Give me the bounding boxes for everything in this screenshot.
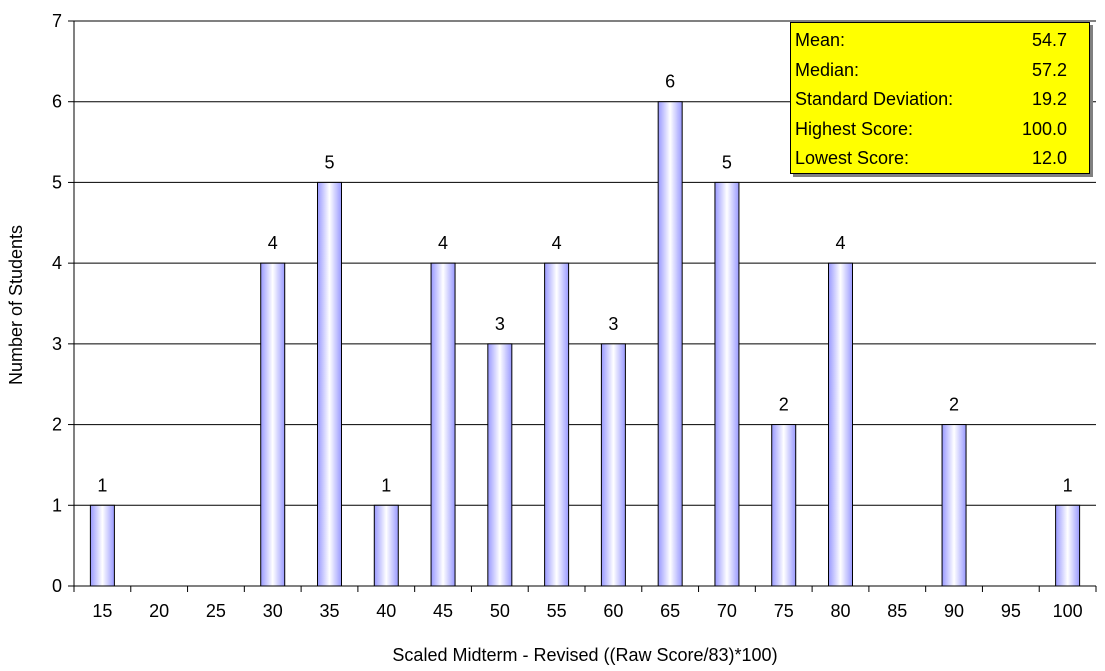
stat-value: 54.7 (1031, 30, 1067, 50)
stat-value: 19.2 (1031, 89, 1067, 109)
data-label: 2 (949, 395, 959, 415)
x-axis-title: Scaled Midterm - Revised ((Raw Score/83)… (392, 645, 777, 665)
stat-row-median: Median: 57.2 (795, 56, 1085, 86)
stat-value: 12.0 (1031, 148, 1067, 168)
y-tick-label: 7 (52, 11, 62, 31)
bar (714, 181, 740, 587)
bar (828, 262, 853, 587)
bar (373, 504, 399, 587)
statistics-box: Mean: 54.7 Median: 57.2 Standard Deviati… (790, 22, 1090, 174)
y-tick-label: 6 (52, 92, 62, 112)
x-tick-label: 25 (206, 601, 226, 621)
x-tick-label: 60 (603, 601, 623, 621)
y-tick-label: 2 (52, 415, 62, 435)
x-tick-label: 35 (319, 601, 339, 621)
data-label: 4 (835, 233, 845, 253)
stat-value: 100.0 (1021, 118, 1067, 139)
data-label: 5 (324, 152, 334, 172)
bar (600, 343, 626, 587)
stat-row-std-dev: Standard Deviation: 19.2 (795, 85, 1085, 115)
x-tick-label: 70 (717, 601, 737, 621)
data-label: 4 (552, 233, 562, 253)
data-label: 4 (268, 233, 278, 253)
bar (487, 343, 513, 587)
stat-row-lowest: Lowest Score: 12.0 (795, 144, 1085, 174)
y-axis-title: Number of Students (6, 225, 26, 385)
y-tick-label: 4 (52, 253, 62, 273)
bar (1055, 504, 1081, 587)
x-tick-label: 80 (830, 601, 850, 621)
x-tick-label: 20 (149, 601, 169, 621)
stat-row-mean: Mean: 54.7 (795, 26, 1085, 56)
x-tick-label: 15 (92, 601, 112, 621)
data-label: 3 (495, 314, 505, 334)
data-label: 1 (381, 475, 391, 495)
y-tick-label: 0 (52, 576, 62, 596)
data-label: 2 (779, 395, 789, 415)
bar (657, 101, 683, 587)
x-tick-label: 75 (774, 601, 794, 621)
data-label: 4 (438, 233, 448, 253)
data-label: 5 (722, 152, 732, 172)
bar (771, 424, 797, 587)
stat-label: Mean: (795, 30, 846, 50)
y-tick-label: 1 (52, 495, 62, 515)
x-tick-label: 40 (376, 601, 396, 621)
x-tick-label: 45 (433, 601, 453, 621)
data-labels: 1 4 5 1 4 3 4 3 6 5 2 4 2 1 (97, 72, 1072, 496)
bar (430, 262, 456, 587)
stat-row-highest: Highest Score: 100.0 (795, 115, 1085, 145)
gridlines (74, 20, 1096, 506)
data-label: 1 (1063, 475, 1073, 495)
bar (89, 504, 115, 587)
stat-label: Highest Score: (795, 118, 914, 139)
x-tick-label: 100 (1053, 601, 1083, 621)
stat-label: Standard Deviation: (795, 89, 954, 109)
stat-label: Lowest Score: (795, 148, 910, 168)
x-tick-label: 65 (660, 601, 680, 621)
y-tick-label: 5 (52, 172, 62, 192)
bar (317, 181, 342, 587)
bar (941, 424, 967, 587)
x-tick-label: 85 (887, 601, 907, 621)
data-label: 1 (97, 475, 107, 495)
stat-label: Median: (795, 59, 860, 80)
x-tick-label: 90 (944, 601, 964, 621)
stat-value: 57.2 (1031, 59, 1067, 80)
x-tick-label: 50 (490, 601, 510, 621)
x-tick-label: 55 (547, 601, 567, 621)
data-label: 6 (665, 72, 675, 92)
bar (544, 262, 570, 587)
data-label: 3 (608, 314, 618, 334)
x-tick-label: 95 (1001, 601, 1021, 621)
bars (89, 101, 1081, 587)
x-tick-label: 30 (263, 601, 283, 621)
bar (260, 262, 286, 587)
y-tick-label: 3 (52, 334, 62, 354)
